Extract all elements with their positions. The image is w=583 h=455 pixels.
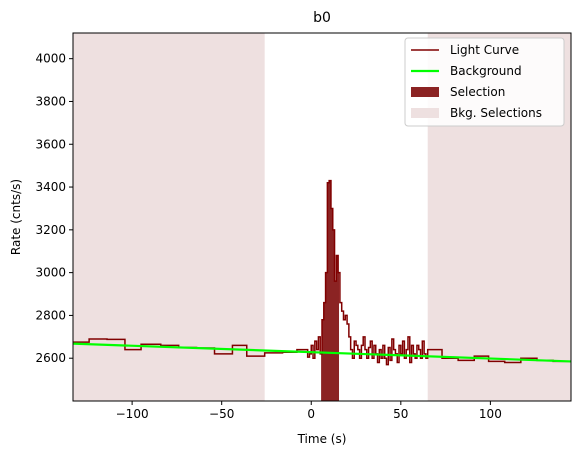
- y-tick-label: 2600: [35, 351, 66, 365]
- x-tick-label: 50: [393, 407, 408, 421]
- x-tick-label: 0: [307, 407, 315, 421]
- y-tick-label: 3600: [35, 137, 66, 151]
- series-line-background: [72, 342, 572, 363]
- legend-box: [404, 37, 565, 127]
- selection-layer: [321, 180, 340, 401]
- y-tick-label: 4000: [35, 52, 66, 66]
- legend-label: Selection: [450, 85, 505, 99]
- x-tick-label: −100: [116, 407, 149, 421]
- series-layer: [72, 179, 572, 366]
- chart-title: b0: [313, 10, 331, 26]
- legend-label: Bkg. Selections: [450, 106, 542, 120]
- plot-frame: [72, 32, 572, 402]
- x-tick-label: −50: [209, 407, 234, 421]
- y-tick-label: 2800: [35, 308, 66, 322]
- y-axis: 2600 2800 3000 3200 3400 3600 3800 4000: [35, 52, 73, 365]
- x-axis-label: Time (s): [297, 432, 347, 446]
- x-axis: −100 −50 0 50 100: [116, 401, 502, 421]
- y-tick-label: 3000: [35, 266, 66, 280]
- legend-swatch: [411, 108, 439, 118]
- y-axis-label: Rate (cnts/s): [9, 179, 23, 255]
- legend: Light Curve Background Selection Bkg. Selec…: [404, 37, 565, 127]
- y-tick-label: 3200: [35, 223, 66, 237]
- legend-label: Background: [450, 64, 522, 78]
- y-tick-label: 3400: [35, 180, 66, 194]
- legend-swatch: [411, 87, 439, 97]
- y-tick-label: 3800: [35, 94, 66, 108]
- x-tick-label: 100: [479, 407, 502, 421]
- selection-fill: [321, 180, 340, 401]
- legend-label: Light Curve: [450, 43, 519, 57]
